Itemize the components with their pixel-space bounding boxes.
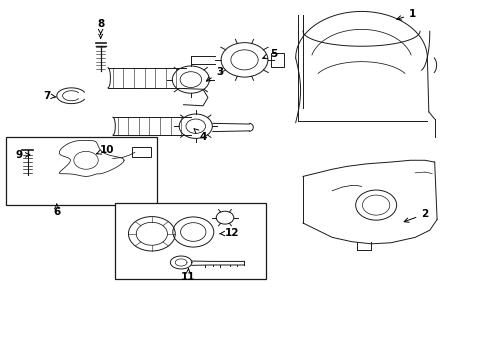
Bar — [132, 147, 151, 157]
FancyBboxPatch shape — [271, 53, 283, 67]
Text: 2: 2 — [404, 209, 427, 222]
Bar — [115, 203, 266, 279]
Text: 4: 4 — [194, 129, 206, 142]
Text: 10: 10 — [97, 144, 114, 154]
Text: 9: 9 — [16, 150, 30, 160]
Text: 1: 1 — [396, 9, 415, 20]
Bar — [5, 137, 157, 205]
Text: 12: 12 — [219, 228, 239, 238]
Text: 7: 7 — [43, 91, 56, 101]
Text: 11: 11 — [181, 269, 195, 282]
Text: 5: 5 — [262, 49, 277, 59]
Text: 8: 8 — [97, 19, 104, 35]
Text: 3: 3 — [206, 67, 224, 81]
Text: 6: 6 — [53, 204, 61, 217]
